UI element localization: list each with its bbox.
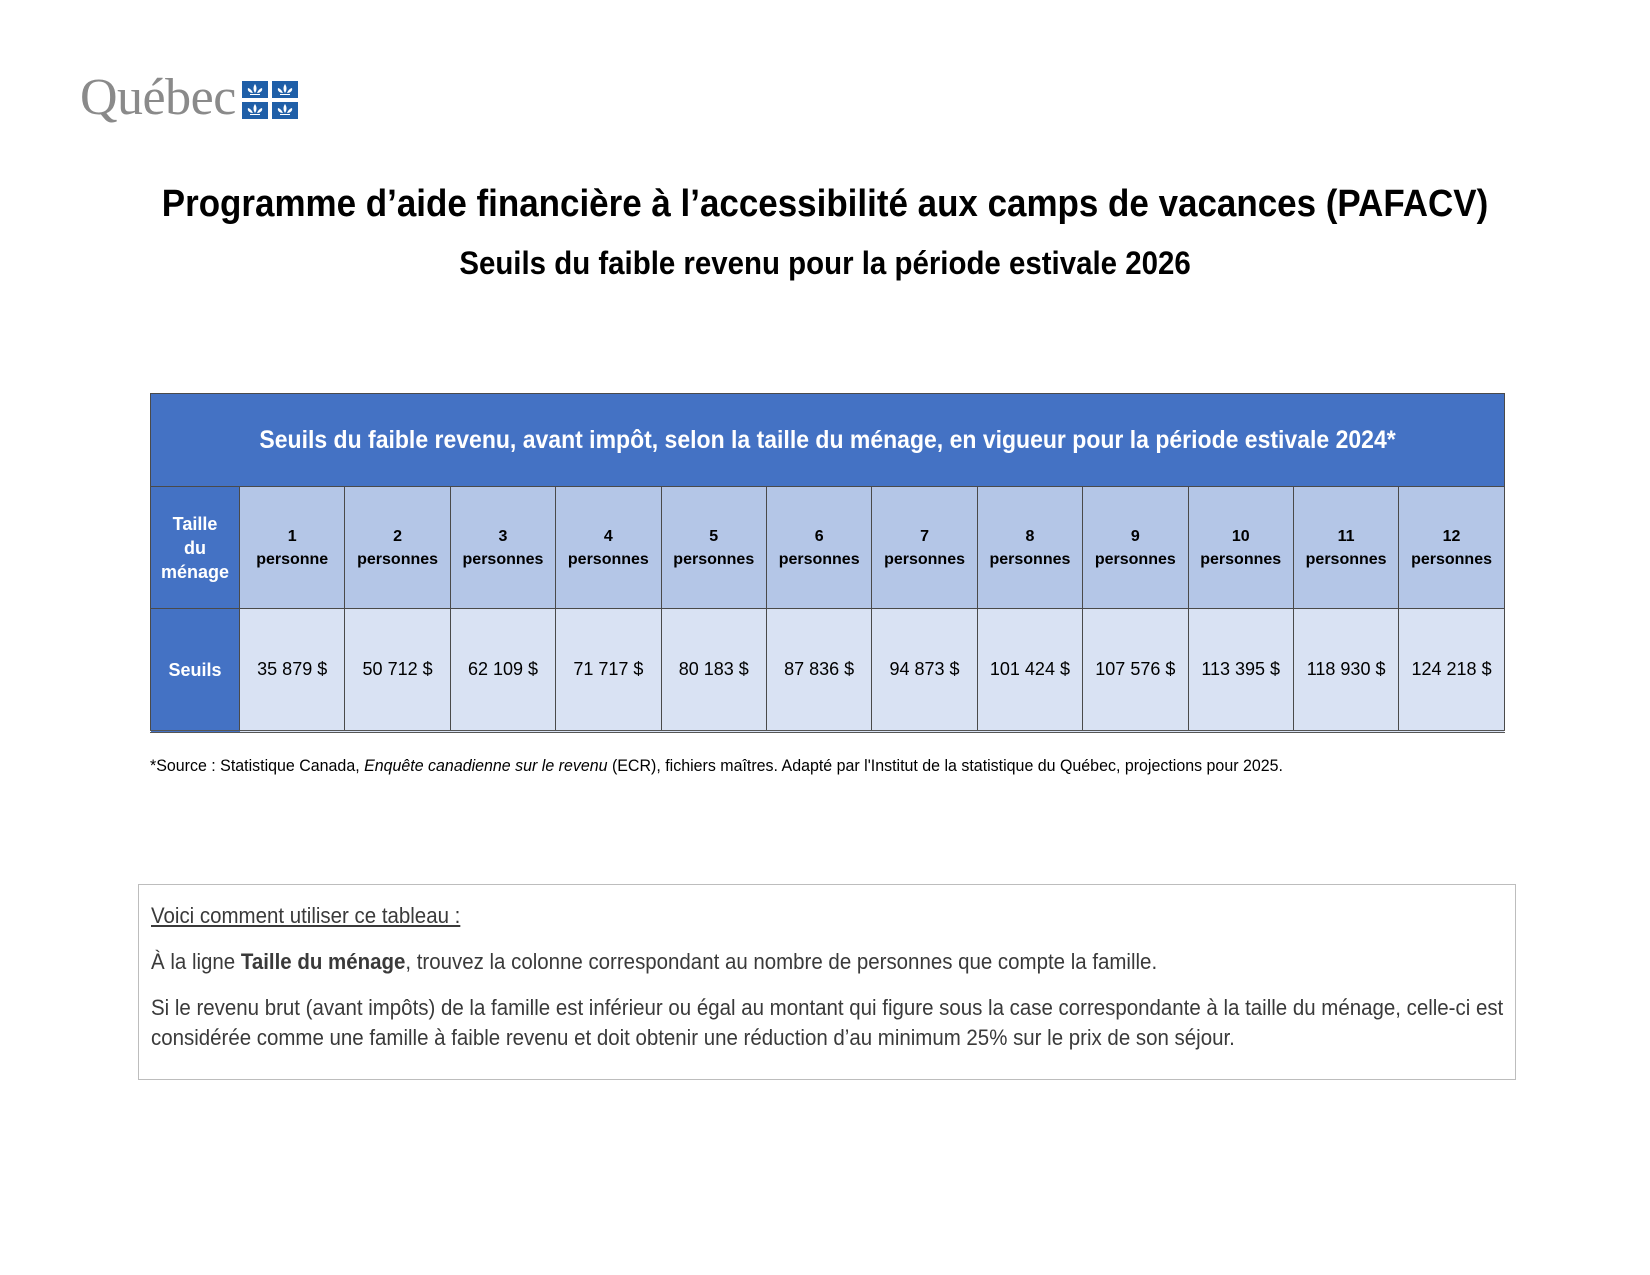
household-size-label: personnes: [1094, 550, 1176, 568]
threshold-value: 35 879 $: [238, 608, 346, 732]
source-survey-name: Enquête canadienne sur le revenu: [364, 756, 608, 775]
household-size-line: du: [184, 537, 206, 558]
table-caption: Seuils du faible revenu, avant impôt, se…: [150, 393, 1505, 487]
table-caption-text: Seuils du faible revenu, avant impôt, se…: [259, 425, 1396, 454]
instructions-step-1-emphasis: Taille du ménage: [240, 949, 406, 974]
instructions-step-1-start: À la ligne: [151, 949, 241, 974]
household-size-cell: 8 personnes: [976, 486, 1084, 609]
page-title: Programme d’aide financière à l’accessib…: [161, 183, 1489, 225]
household-size-line: ménage: [160, 561, 230, 582]
household-size-label: personnes: [567, 550, 649, 568]
logo-wordmark: Québec: [80, 69, 236, 126]
household-size-cell: 2 personnes: [344, 486, 451, 609]
household-size-number: 7: [920, 527, 929, 545]
thresholds-header: Seuils: [150, 608, 240, 732]
household-size-cell: 5 personnes: [660, 486, 767, 609]
instructions-step-1: À la ligne Taille du ménage, trouvez la …: [151, 949, 1504, 975]
household-size-line: Taille: [172, 513, 218, 534]
household-size-cell: 10 personnes: [1187, 486, 1294, 609]
household-size-label: personnes: [778, 550, 860, 568]
household-size-label: personnes: [1305, 550, 1387, 568]
household-size-cell: 7 personnes: [871, 486, 978, 609]
household-size-label: personnes: [357, 550, 439, 568]
household-size-label: personnes: [1411, 550, 1492, 568]
household-size-label: personnes: [1200, 550, 1282, 568]
household-size-cell: 1 personne: [238, 486, 346, 609]
household-size-number: 9: [1130, 527, 1140, 545]
threshold-value: 71 717 $: [555, 608, 662, 732]
household-size-cell: 9 personnes: [1082, 486, 1189, 609]
thresholds-table: Seuils du faible revenu, avant impôt, se…: [150, 393, 1505, 733]
household-size-number: 8: [1025, 527, 1035, 545]
instructions-heading: Voici comment utiliser ce tableau :: [151, 903, 461, 928]
household-size-number: 6: [814, 527, 824, 545]
household-size-number: 11: [1337, 527, 1355, 545]
instructions-step-1-end: , trouvez la colonne correspondant au no…: [405, 949, 1158, 974]
fleurdelise-flag-icon: [241, 81, 298, 119]
quebec-logo: Québec: [80, 72, 298, 124]
threshold-value: 124 218 $: [1398, 608, 1505, 732]
threshold-value: 50 712 $: [344, 608, 451, 732]
instructions-box: Voici comment utiliser ce tableau : À la…: [138, 884, 1516, 1080]
threshold-value: 113 395 $: [1187, 608, 1294, 732]
page-subtitle: Seuils du faible revenu pour la période …: [459, 245, 1191, 281]
household-size-number: 5: [709, 527, 719, 545]
household-size-cell: 3 personnes: [449, 486, 557, 609]
household-size-label: personnes: [989, 550, 1071, 568]
threshold-value: 118 930 $: [1292, 608, 1400, 732]
household-size-row: Taille du ménage 1 personne 2 personnes 3 p…: [150, 486, 1505, 609]
source-prefix: *Source : Statistique Canada,: [150, 756, 365, 775]
thresholds-row: Seuils 35 879 $ 50 712 $ 62 109 $ 71 717…: [150, 608, 1505, 732]
threshold-value: 94 873 $: [871, 608, 978, 732]
household-size-cell: 11 personnes: [1292, 486, 1400, 609]
source-suffix: (ECR), fichiers maîtres. Adapté par l'In…: [607, 756, 1283, 775]
household-size-number: 2: [393, 527, 403, 545]
household-size-number: 1: [287, 527, 297, 545]
threshold-value: 107 576 $: [1082, 608, 1189, 732]
threshold-value: 80 183 $: [660, 608, 767, 732]
household-size-number: 10: [1231, 527, 1250, 545]
threshold-value: 101 424 $: [976, 608, 1084, 732]
household-size-label: personne: [256, 550, 329, 568]
household-size-label: personnes: [884, 550, 965, 568]
threshold-value: 87 836 $: [765, 608, 873, 732]
household-size-number: 4: [603, 527, 613, 545]
household-size-cell: 6 personnes: [765, 486, 873, 609]
household-size-number: 3: [498, 527, 508, 545]
household-size-cell: 12 personnes: [1398, 486, 1505, 609]
household-size-header: Taille du ménage: [150, 486, 240, 609]
household-size-label: personnes: [462, 550, 544, 568]
source-note: *Source : Statistique Canada, Enquête ca…: [150, 756, 1283, 776]
threshold-value: 62 109 $: [449, 608, 557, 732]
household-size-number: 12: [1442, 527, 1461, 545]
household-size-label: personnes: [673, 550, 755, 568]
instructions-step-2: Si le revenu brut (avant impôts) de la f…: [151, 995, 1504, 1050]
household-size-cell: 4 personnes: [555, 486, 662, 609]
